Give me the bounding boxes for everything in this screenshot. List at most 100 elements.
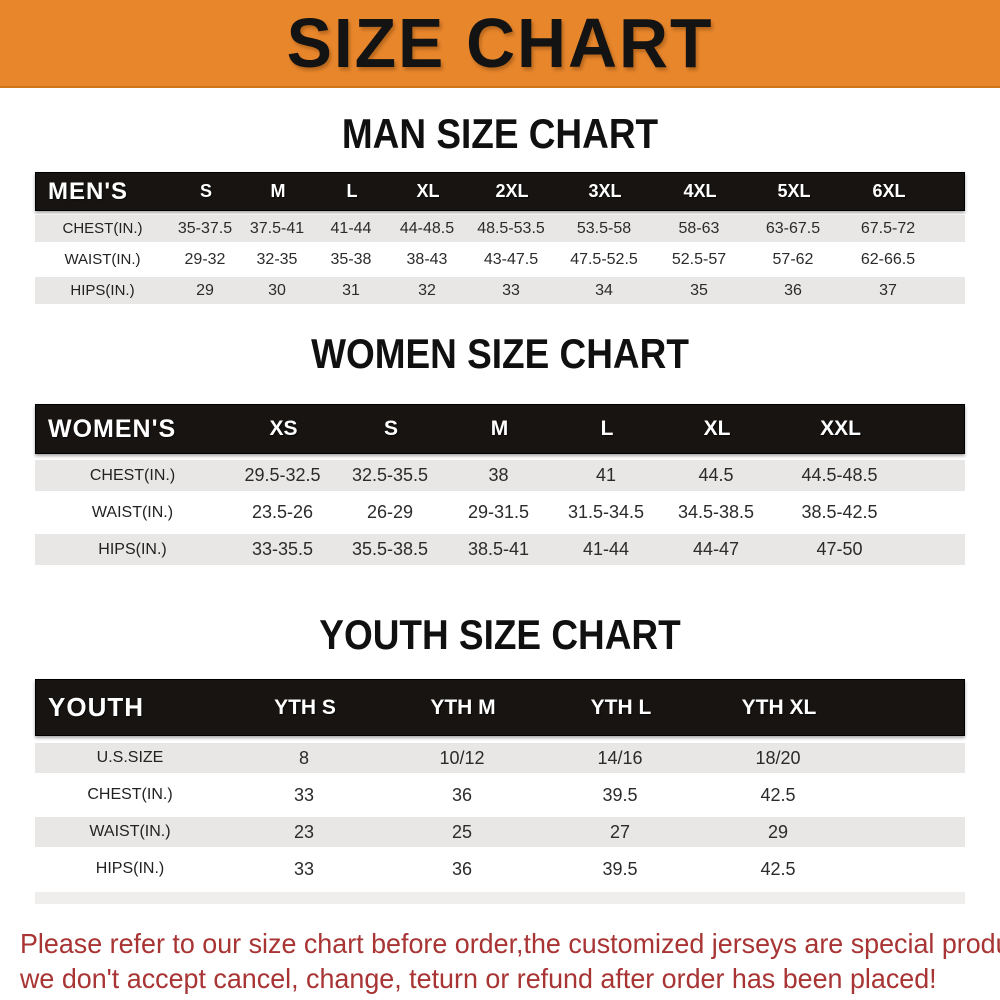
data-cell: 37.5-41 — [249, 219, 305, 237]
data-cell: 38-43 — [406, 250, 448, 268]
data-cell: 35-37.5 — [177, 219, 233, 237]
data-cell: 31 — [342, 281, 360, 299]
data-cell: 44.5 — [698, 465, 734, 485]
section-heading: YOUTH SIZE CHART — [319, 611, 681, 658]
data-cell: 39.5 — [602, 858, 638, 879]
data-cell: 23 — [293, 821, 315, 842]
data-cell: 33 — [293, 784, 315, 805]
section-heading: WOMEN SIZE CHART — [311, 330, 689, 377]
column-header-cell: XL — [416, 181, 440, 201]
table-bottom-strip — [35, 892, 965, 904]
row-label-cell: CHEST(IN.) — [89, 466, 176, 484]
table-row: CHEST(IN.) 35-37.5 37.5-41 41-44 44-48.5 48.5… — [35, 215, 965, 242]
table-row: U.S.SIZE 8 10/12 14/16 18/20 — [35, 743, 965, 773]
column-header-cell: L — [346, 181, 358, 201]
data-cell: 32 — [418, 281, 436, 299]
row-label-cell: U.S.SIZE — [96, 749, 164, 766]
data-cell: 36 — [451, 858, 473, 879]
data-cell: 33-35.5 — [251, 539, 314, 559]
data-cell: 26-29 — [366, 502, 414, 522]
data-cell: 43-47.5 — [483, 250, 539, 268]
table-title-cell: MEN'S — [48, 177, 129, 205]
column-header-cell: XL — [703, 417, 731, 440]
table-row: HIPS(IN.) 29 30 31 32 33 34 35 36 37 — [35, 277, 965, 304]
row-label-cell: HIPS(IN.) — [95, 860, 165, 877]
data-cell: 39.5 — [602, 784, 638, 805]
table-row: WAIST(IN.) 23.5-26 26-29 29-31.5 31.5-34.5 34… — [35, 497, 965, 528]
row-label-cell: CHEST(IN.) — [62, 220, 143, 237]
column-header-cell: S — [383, 417, 398, 440]
data-cell: 52.5-57 — [671, 250, 727, 268]
table-header-row: WOMEN'S XS S M L XL XXL — [35, 404, 965, 454]
data-cell: 10/12 — [439, 747, 485, 768]
data-cell: 27 — [609, 821, 631, 842]
column-header-cell: YTH L — [590, 695, 652, 719]
page-title: SIZE CHART — [286, 4, 714, 82]
size-table: WOMEN'S XS S M L XL XXL CHEST(IN.) 29.5-32.5 32.… — [35, 404, 965, 565]
data-cell: 29 — [196, 281, 214, 299]
data-cell: 29.5-32.5 — [244, 465, 321, 485]
table-title-cell: WOMEN'S — [48, 414, 177, 443]
banner: SIZE CHART — [0, 0, 1000, 88]
data-cell: 30 — [268, 281, 286, 299]
column-header-cell: M — [490, 417, 509, 440]
table-header-row: YOUTH YTH S YTH M YTH L YTH XL — [35, 679, 965, 736]
data-cell: 14/16 — [597, 747, 643, 768]
data-cell: 35.5-38.5 — [351, 539, 429, 559]
data-cell: 42.5 — [760, 784, 796, 805]
data-cell: 62-66.5 — [860, 250, 916, 268]
column-header-cell: 3XL — [588, 181, 622, 201]
size-chart-section: YOUTH SIZE CHART YOUTH YTH S YTH M YTH L YTH… — [0, 611, 1000, 884]
table-row: HIPS(IN.) 33 36 39.5 42.5 — [35, 854, 965, 884]
column-header-cell: XXL — [820, 417, 861, 440]
column-header-cell: YTH S — [274, 695, 336, 719]
data-cell: 37 — [879, 281, 897, 299]
row-label-cell: WAIST(IN.) — [89, 823, 171, 840]
data-cell: 23.5-26 — [251, 502, 314, 522]
row-label-cell: CHEST(IN.) — [87, 786, 173, 803]
data-cell: 25 — [451, 821, 473, 842]
data-cell: 41-44 — [330, 219, 372, 237]
size-table: YOUTH YTH S YTH M YTH L YTH XL U.S.SIZE 8 10/1… — [35, 679, 965, 884]
footer-note: Please refer to our size chart before or… — [20, 926, 1000, 996]
row-label-cell: HIPS(IN.) — [70, 282, 135, 299]
column-header-cell: 2XL — [495, 181, 529, 201]
table-title-cell: YOUTH — [48, 692, 144, 722]
note-line-2: we don't accept cancel, change, teturn o… — [20, 963, 937, 994]
row-label-cell: HIPS(IN.) — [98, 540, 167, 558]
data-cell: 53.5-58 — [576, 219, 632, 237]
data-cell: 36 — [451, 784, 473, 805]
size-chart-section: WOMEN SIZE CHART WOMEN'S XS S M L XL XXL CHEST… — [0, 330, 1000, 565]
data-cell: 34.5-38.5 — [677, 502, 755, 522]
column-header-cell: L — [600, 417, 614, 440]
data-cell: 44-48.5 — [399, 219, 455, 237]
row-label-cell: WAIST(IN.) — [64, 251, 141, 268]
data-cell: 36 — [784, 281, 802, 299]
column-header-cell: YTH M — [430, 695, 496, 719]
table-row: WAIST(IN.) 29-32 32-35 35-38 38-43 43-47.5 47.… — [35, 246, 965, 273]
data-cell: 38.5-41 — [467, 539, 530, 559]
data-cell: 48.5-53.5 — [477, 219, 545, 237]
section-heading: MAN SIZE CHART — [341, 110, 659, 157]
size-chart-section: MAN SIZE CHART MEN'S S M L XL 2XL 3XL 4XL 5XL 6XL… — [0, 110, 1000, 304]
data-cell: 33 — [293, 858, 315, 879]
column-header-cell: 4XL — [683, 181, 717, 201]
data-cell: 8 — [298, 747, 309, 768]
data-cell: 33 — [502, 281, 520, 299]
table-row: CHEST(IN.) 29.5-32.5 32.5-35.5 38 41 44.5 44.5… — [35, 460, 965, 491]
size-table: MEN'S S M L XL 2XL 3XL 4XL 5XL 6XL CHEST(IN.) 35-3… — [35, 172, 965, 304]
data-cell: 29-31.5 — [467, 502, 530, 522]
column-header-cell: XS — [269, 417, 298, 440]
data-cell: 38.5-42.5 — [801, 502, 878, 522]
column-header-cell: M — [270, 181, 286, 201]
column-header-cell: YTH XL — [741, 695, 817, 719]
data-cell: 58-63 — [678, 219, 720, 237]
data-cell: 42.5 — [760, 858, 796, 879]
data-cell: 67.5-72 — [860, 219, 916, 237]
data-cell: 47-50 — [816, 539, 863, 559]
data-cell: 38 — [488, 465, 509, 485]
data-cell: 32.5-35.5 — [351, 465, 429, 485]
note-line-1: Please refer to our size chart before or… — [20, 928, 1000, 959]
data-cell: 44-47 — [692, 539, 740, 559]
column-header-cell: 6XL — [872, 181, 906, 201]
